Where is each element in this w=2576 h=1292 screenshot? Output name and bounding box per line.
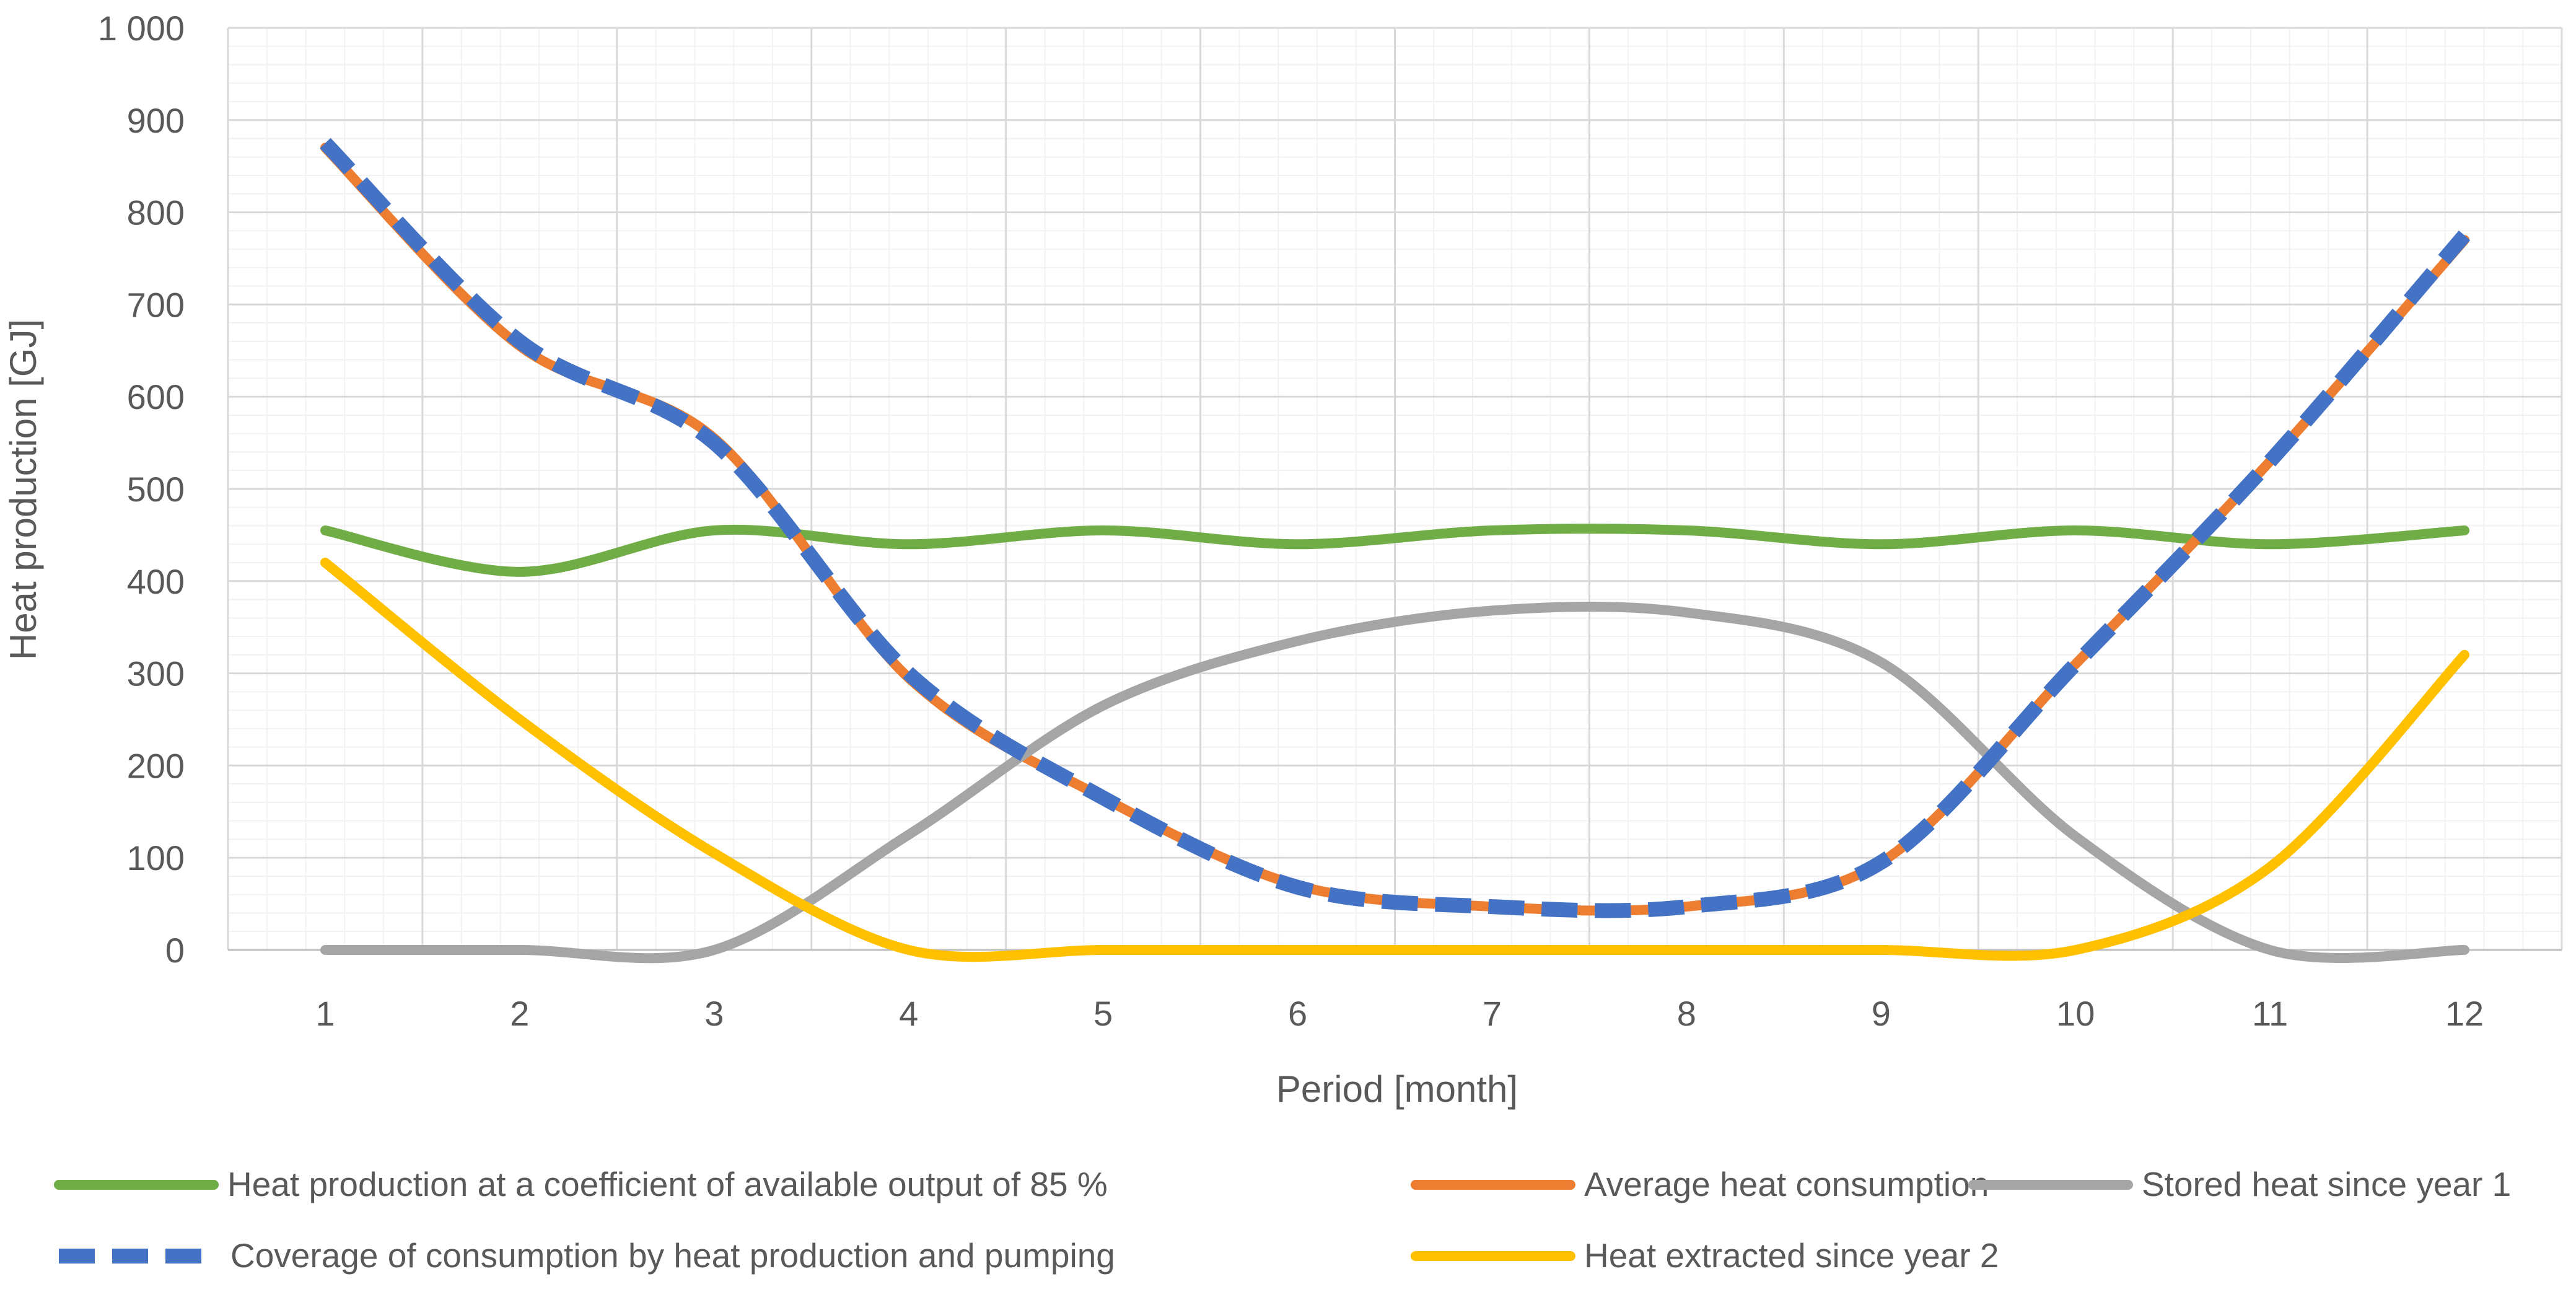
series-line-heat-production-at-a-coefficient-of-available-output-of-85 xyxy=(320,524,2469,577)
x-tick-label: 11 xyxy=(2252,994,2288,1033)
x-tick-label: 5 xyxy=(1093,994,1113,1033)
x-tick-label: 12 xyxy=(2445,994,2484,1033)
y-tick-label: 400 xyxy=(127,562,185,601)
series-line-stored-heat-since-year-1 xyxy=(320,602,2469,964)
x-tick-label: 4 xyxy=(899,994,918,1033)
legend-label: Heat production at a coefficient of avai… xyxy=(227,1165,1108,1203)
y-tick-label: 100 xyxy=(127,838,185,877)
y-tick-label: 700 xyxy=(127,285,185,324)
y-axis-ticks: 0 100 200 300 400 500 600 700 800 900 1 000 xyxy=(98,9,185,970)
legend-label: Average heat consumption xyxy=(1584,1165,1989,1203)
y-axis-title: Heat production [GJ] xyxy=(2,319,44,660)
y-tick-label: 200 xyxy=(127,746,185,785)
legend-label: Stored heat since year 1 xyxy=(2142,1165,2511,1203)
x-tick-label: 7 xyxy=(1483,994,1502,1033)
x-axis-ticks: 1 2 3 4 5 6 7 8 9 10 11 12 xyxy=(315,994,2484,1033)
series-line-coverage-of-consumption-by-heat-production-and-pumping xyxy=(320,138,2471,918)
x-tick-label: 10 xyxy=(2056,994,2095,1033)
y-tick-label: 500 xyxy=(127,470,185,509)
x-tick-label: 1 xyxy=(315,994,335,1033)
y-tick-label: 900 xyxy=(127,101,185,140)
x-tick-label: 3 xyxy=(704,994,724,1033)
y-tick-label: 800 xyxy=(127,193,185,232)
y-tick-label: 300 xyxy=(127,654,185,693)
x-tick-label: 9 xyxy=(1872,994,1891,1033)
x-tick-label: 6 xyxy=(1288,994,1307,1033)
x-tick-label: 8 xyxy=(1677,994,1696,1033)
y-tick-label: 0 xyxy=(165,931,185,970)
x-axis-title: Period [month] xyxy=(1276,1068,1518,1110)
series-lines xyxy=(320,138,2471,964)
legend-label: Coverage of consumption by heat producti… xyxy=(230,1236,1115,1275)
legend: Heat production at a coefficient of avai… xyxy=(54,1165,2511,1275)
series-line-heat-extracted-since-year-2 xyxy=(320,558,2469,962)
y-tick-label: 1 000 xyxy=(98,9,185,48)
major-gridlines xyxy=(227,27,2563,951)
x-tick-label: 2 xyxy=(510,994,529,1033)
y-tick-label: 600 xyxy=(127,377,185,416)
legend-label: Heat extracted since year 2 xyxy=(1584,1236,1999,1275)
